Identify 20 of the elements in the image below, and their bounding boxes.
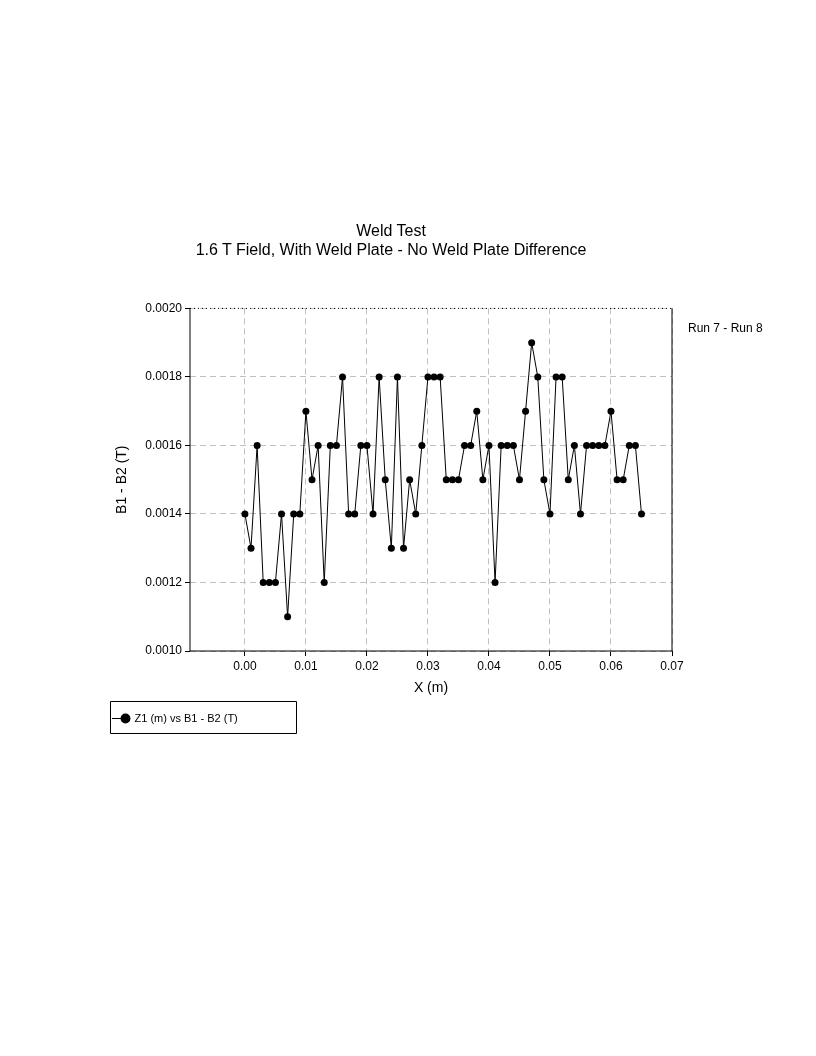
x-axis-title: X (m) — [413, 679, 449, 696]
text: Run 7 - Run 8 — [688, 320, 764, 335]
y-tick-label: 0.0016 — [145, 437, 183, 452]
y-tick-label: 0.0014 — [145, 506, 183, 521]
y-tick-label: 0.0010 — [145, 643, 183, 658]
chart-subtitle: 1.6 T Field, With Weld Plate - No Weld Plate Difference — [195, 241, 587, 259]
y-tick-label: 0.0020 — [145, 300, 183, 315]
legend-label: Z1 (m) vs B1 - B2 (T) — [134, 711, 238, 724]
chart-title: Weld Test — [356, 222, 427, 240]
x-tick-label: 0.02 — [355, 658, 379, 673]
x-tick-label: 0.01 — [294, 658, 318, 673]
x-tick-label: 0.06 — [599, 658, 623, 673]
x-tick-label: 0.03 — [416, 658, 440, 673]
x-tick-label: 0.04 — [477, 658, 501, 673]
y-tick-label: 0.0012 — [145, 574, 183, 589]
x-tick-label: 0.05 — [538, 658, 562, 673]
y-axis-title: B1 - B2 (T) — [113, 445, 130, 514]
y-tick-label: 0.0018 — [145, 369, 183, 384]
x-tick-label: 0.07 — [660, 658, 684, 673]
x-tick-label: 0.00 — [233, 658, 257, 673]
